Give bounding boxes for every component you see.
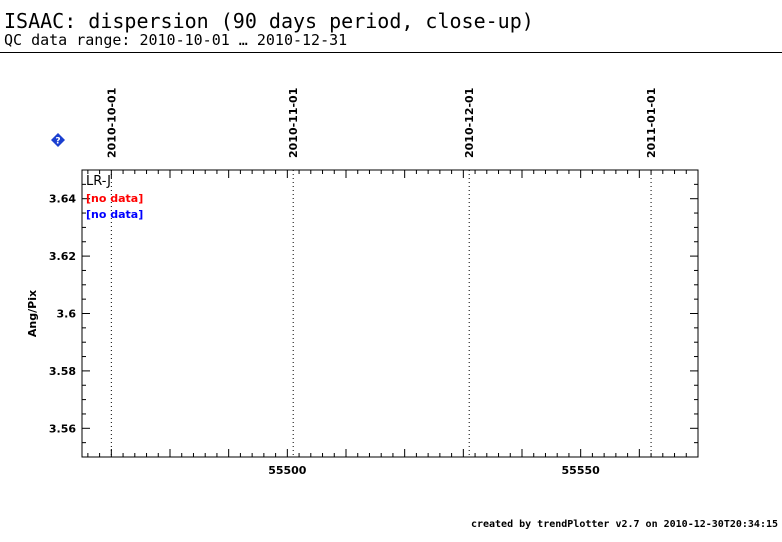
header-divider <box>0 52 782 53</box>
x-tick-label: 55500 <box>268 464 307 477</box>
date-marker-label: 2010-10-01 <box>105 88 118 158</box>
label-layer: 2010-10-01 2010-11-01 2010-12-01 2011-01-01… <box>49 88 658 477</box>
legend-heading: LR-J <box>86 174 111 189</box>
y-tick-label: 3.64 <box>49 193 76 206</box>
legend: LR-J [no data] [no data] <box>86 174 143 221</box>
help-icon[interactable]: ? <box>51 133 65 147</box>
help-icon-diamond <box>51 133 65 147</box>
date-marker-label: 2010-11-01 <box>287 88 300 158</box>
footer-credit: created by trendPlotter v2.7 on 2010-12-… <box>470 519 778 530</box>
chart-title: ISAAC: dispersion (90 days period, close… <box>4 9 534 33</box>
grid-layer <box>110 170 652 457</box>
legend-entry-red: [no data] <box>86 192 143 205</box>
plot-frame <box>81 169 699 458</box>
help-icon-glyph: ? <box>55 137 60 147</box>
chart-subtitle: QC data range: 2010-10-01 … 2010-12-31 <box>4 31 348 49</box>
y-tick-label: 3.56 <box>49 422 76 435</box>
y-tick-label: 3.58 <box>49 365 76 378</box>
date-marker-label: 2011-01-01 <box>645 88 658 158</box>
y-tick-label: 3.6 <box>57 308 77 321</box>
legend-entry-blue: [no data] <box>86 208 143 221</box>
date-marker-label: 2010-12-01 <box>463 88 476 158</box>
y-axis-label: Ang/Pix <box>26 290 39 337</box>
tick-layer <box>82 169 699 458</box>
x-tick-label: 55550 <box>562 464 601 477</box>
y-tick-label: 3.62 <box>49 250 76 263</box>
